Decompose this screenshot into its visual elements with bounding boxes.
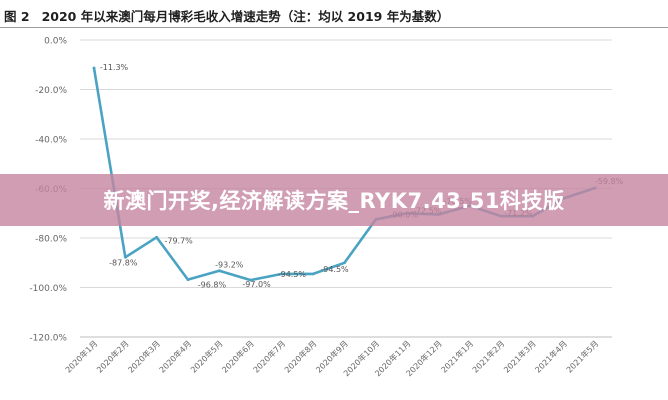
data-point xyxy=(217,269,221,273)
data-point xyxy=(343,261,346,265)
figure-label: 图 2 xyxy=(4,9,30,24)
data-label: -94.5% xyxy=(278,270,307,279)
x-tick-label: 2020年3月 xyxy=(126,338,162,374)
data-label: -96.8% xyxy=(198,281,227,290)
y-tick-label: -80.0% xyxy=(35,235,67,245)
x-tick-label: 2021年3月 xyxy=(501,338,537,374)
data-point xyxy=(123,255,127,259)
x-tick-label: 2020年6月 xyxy=(220,338,256,374)
data-point xyxy=(280,272,284,276)
x-tick-label: 2021年5月 xyxy=(564,338,600,374)
y-tick-label: -40.0% xyxy=(35,136,67,146)
data-label: -93.2% xyxy=(215,261,244,270)
x-tick-label: 2021年4月 xyxy=(533,338,569,374)
y-tick-label: 0.0% xyxy=(44,37,67,47)
x-tick-label: 2020年4月 xyxy=(157,338,193,374)
y-tick-label: -20.0% xyxy=(35,86,67,96)
data-point xyxy=(249,278,252,282)
data-label: -87.8% xyxy=(109,258,138,267)
x-tick-label: 2021年2月 xyxy=(470,338,506,374)
data-label: -97.0% xyxy=(242,280,271,289)
x-tick-label: 2020年1月 xyxy=(63,338,99,374)
y-tick-label: -100.0% xyxy=(29,284,67,294)
data-point xyxy=(155,235,159,239)
data-point xyxy=(92,66,96,70)
x-tick-label: 2020年5月 xyxy=(188,338,224,374)
data-point xyxy=(186,278,190,281)
data-label: -94.5% xyxy=(320,265,349,274)
data-label: -79.7% xyxy=(164,236,193,245)
data-label: -11.3% xyxy=(100,63,129,72)
x-tick-label: 2021年1月 xyxy=(439,338,475,374)
banner-text: 新澳门开奖,经济解读方案_RYK7.43.51科技版 xyxy=(103,189,565,213)
data-point xyxy=(311,272,315,276)
y-tick-label: -120.0% xyxy=(29,334,67,344)
figure-title-text: 2020 年以来澳门每月博彩毛收入增速走势（注：均以 2019 年为基数） xyxy=(41,9,450,24)
figure-title: 图 2 2020 年以来澳门每月博彩毛收入增速走势（注：均以 2019 年为基数） xyxy=(4,6,664,24)
x-axis-ticks: 2020年1月2020年2月2020年3月2020年4月2020年5月2020年… xyxy=(63,338,600,378)
title-divider xyxy=(0,27,668,28)
grid-lines xyxy=(80,39,612,338)
x-tick-label: 2020年7月 xyxy=(251,338,287,374)
x-tick-label: 2020年8月 xyxy=(282,338,318,374)
watermark-banner: 新澳门开奖,经济解读方案_RYK7.43.51科技版 xyxy=(0,174,668,226)
x-tick-label: 2020年2月 xyxy=(94,338,130,374)
